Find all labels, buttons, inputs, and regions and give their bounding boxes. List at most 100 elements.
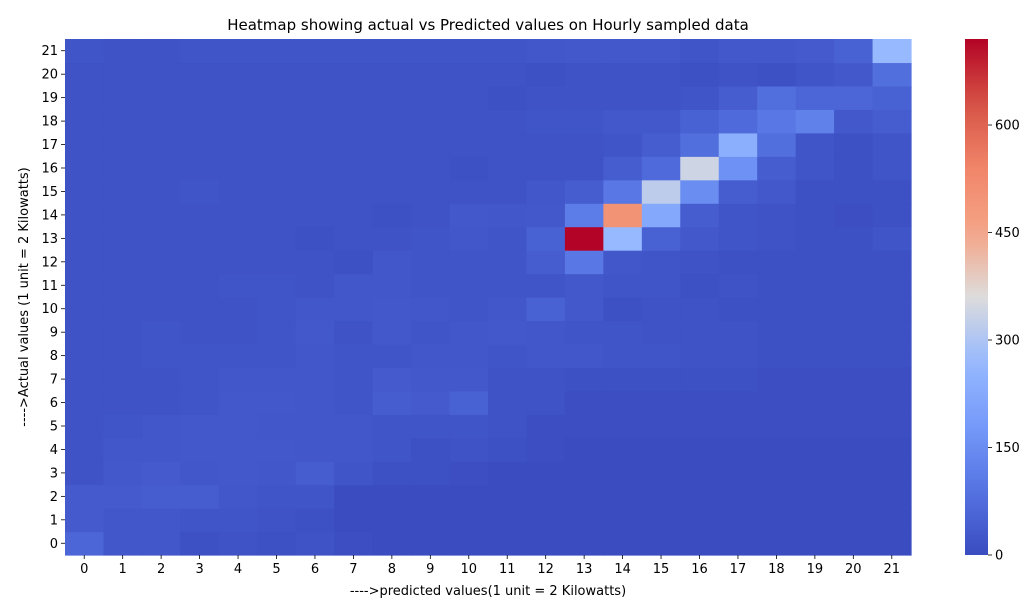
heatmap-cell — [180, 508, 220, 533]
heatmap-cell — [680, 343, 720, 368]
heatmap-cell — [218, 437, 258, 462]
heatmap-cell — [295, 39, 335, 64]
heatmap-cell — [680, 531, 720, 556]
heatmap-cell — [872, 250, 912, 275]
heatmap-cell — [218, 531, 258, 556]
heatmap-cell — [372, 508, 412, 533]
heatmap-cell — [257, 273, 297, 298]
heatmap-cell — [257, 367, 297, 392]
heatmap-cell — [872, 531, 912, 556]
heatmap-cell — [757, 437, 797, 462]
heatmap-cell — [411, 414, 451, 439]
heatmap-cell — [411, 343, 451, 368]
heatmap-cell — [680, 226, 720, 251]
heatmap-cell — [641, 62, 681, 87]
heatmap-cell — [411, 132, 451, 157]
heatmap-cell — [372, 461, 412, 486]
heatmap-cell — [834, 390, 874, 415]
heatmap-cell — [641, 390, 681, 415]
heatmap-cell — [795, 508, 835, 533]
heatmap-cell — [564, 508, 604, 533]
heatmap-cell — [180, 390, 220, 415]
heatmap-cell — [180, 484, 220, 509]
heatmap-cell — [65, 250, 105, 275]
heatmap-cell — [411, 297, 451, 322]
heatmap-cell — [680, 85, 720, 110]
heatmap-cell — [141, 39, 181, 64]
heatmap-cell — [103, 531, 143, 556]
heatmap-cell — [526, 39, 566, 64]
heatmap-cell — [872, 273, 912, 298]
x-axis-ticks: 0 1 2 3 4 5 6 7 8 9 10 11 12 13 14 15 16 17 18 19 20 21 — [80, 555, 900, 577]
heatmap-cell — [411, 531, 451, 556]
heatmap-cell — [757, 531, 797, 556]
colorbar-ticks: 0 150 300 450 600 — [988, 119, 1020, 564]
heatmap-cell — [103, 508, 143, 533]
heatmap-cell — [834, 156, 874, 181]
heatmap-cell — [872, 390, 912, 415]
heatmap-cell — [449, 367, 489, 392]
heatmap-cell — [334, 390, 374, 415]
heatmap-cell — [218, 461, 258, 486]
heatmap-cell — [641, 484, 681, 509]
heatmap-cell — [295, 461, 335, 486]
heatmap-cell — [295, 297, 335, 322]
heatmap-cell — [65, 461, 105, 486]
heatmap-cell — [718, 508, 758, 533]
heatmap-cell — [411, 226, 451, 251]
heatmap-cell — [180, 367, 220, 392]
x-tick-label: 13 — [576, 562, 593, 577]
heatmap-cell — [488, 156, 528, 181]
heatmap-cell — [564, 437, 604, 462]
heatmap-cell — [295, 484, 335, 509]
heatmap-cell — [872, 297, 912, 322]
heatmap-cell — [872, 367, 912, 392]
heatmap-cell — [257, 508, 297, 533]
heatmap-cell — [872, 461, 912, 486]
heatmap-cell — [641, 508, 681, 533]
heatmap-cell — [334, 179, 374, 204]
heatmap-cell — [872, 343, 912, 368]
y-tick-label: 4 — [50, 443, 58, 458]
heatmap-cell — [180, 343, 220, 368]
heatmap-cell — [295, 179, 335, 204]
heatmap-cell — [641, 179, 681, 204]
heatmap-cell — [603, 109, 643, 134]
heatmap-cell — [141, 484, 181, 509]
heatmap-cell — [757, 508, 797, 533]
heatmap-cell — [372, 273, 412, 298]
heatmap-cell — [103, 390, 143, 415]
heatmap-cell — [411, 62, 451, 87]
heatmap-cell — [641, 250, 681, 275]
heatmap-cell — [488, 320, 528, 345]
heatmap-cell — [257, 461, 297, 486]
heatmap-cell — [603, 156, 643, 181]
heatmap-cell — [526, 156, 566, 181]
colorbar-tick-label: 450 — [995, 226, 1020, 241]
heatmap-cell — [757, 414, 797, 439]
heatmap-cell — [795, 156, 835, 181]
heatmap-cell — [564, 414, 604, 439]
heatmap-cell — [718, 531, 758, 556]
heatmap-cell — [680, 508, 720, 533]
heatmap-cell — [680, 390, 720, 415]
heatmap-cell — [218, 132, 258, 157]
heatmap-cell — [795, 273, 835, 298]
heatmap-cell — [603, 414, 643, 439]
heatmap-cell — [218, 156, 258, 181]
heatmap-cell — [257, 437, 297, 462]
heatmap-cell — [757, 226, 797, 251]
heatmap-cell — [488, 203, 528, 228]
heatmap-cell — [411, 461, 451, 486]
heatmap-cell — [411, 484, 451, 509]
heatmap-cell — [295, 226, 335, 251]
heatmap-cell — [295, 62, 335, 87]
heatmap-cell — [295, 109, 335, 134]
heatmap-cell — [795, 85, 835, 110]
heatmap-cell — [449, 437, 489, 462]
heatmap-cell — [180, 226, 220, 251]
y-tick-label: 10 — [41, 302, 58, 317]
x-tick-label: 15 — [653, 562, 670, 577]
heatmap-cell — [795, 250, 835, 275]
